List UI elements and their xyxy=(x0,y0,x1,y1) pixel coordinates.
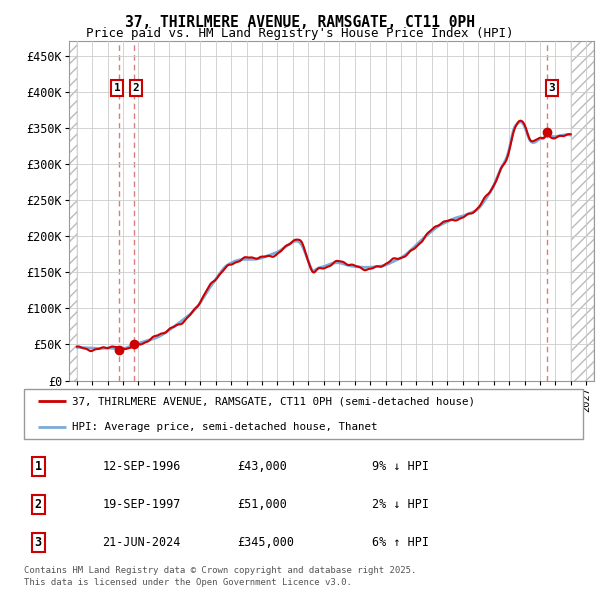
Text: 1: 1 xyxy=(34,460,41,473)
Text: 9% ↓ HPI: 9% ↓ HPI xyxy=(372,460,429,473)
Text: 19-SEP-1997: 19-SEP-1997 xyxy=(103,498,181,511)
Text: £43,000: £43,000 xyxy=(237,460,287,473)
Text: HPI: Average price, semi-detached house, Thanet: HPI: Average price, semi-detached house,… xyxy=(71,422,377,432)
Text: 1: 1 xyxy=(113,83,121,93)
Text: 3: 3 xyxy=(548,83,555,93)
Text: 6% ↑ HPI: 6% ↑ HPI xyxy=(372,536,429,549)
Text: 2% ↓ HPI: 2% ↓ HPI xyxy=(372,498,429,511)
Text: Price paid vs. HM Land Registry's House Price Index (HPI): Price paid vs. HM Land Registry's House … xyxy=(86,27,514,40)
Text: 2: 2 xyxy=(34,498,41,511)
Text: 37, THIRLMERE AVENUE, RAMSGATE, CT11 0PH: 37, THIRLMERE AVENUE, RAMSGATE, CT11 0PH xyxy=(125,15,475,30)
Text: £345,000: £345,000 xyxy=(237,536,294,549)
Text: 2: 2 xyxy=(133,83,139,93)
Text: Contains HM Land Registry data © Crown copyright and database right 2025.
This d: Contains HM Land Registry data © Crown c… xyxy=(24,566,416,587)
Bar xyxy=(69,41,77,381)
Text: 37, THIRLMERE AVENUE, RAMSGATE, CT11 0PH (semi-detached house): 37, THIRLMERE AVENUE, RAMSGATE, CT11 0PH… xyxy=(71,396,475,406)
Bar xyxy=(571,41,594,381)
Text: £51,000: £51,000 xyxy=(237,498,287,511)
Text: 12-SEP-1996: 12-SEP-1996 xyxy=(103,460,181,473)
Text: 21-JUN-2024: 21-JUN-2024 xyxy=(103,536,181,549)
Text: 3: 3 xyxy=(34,536,41,549)
FancyBboxPatch shape xyxy=(24,389,583,438)
